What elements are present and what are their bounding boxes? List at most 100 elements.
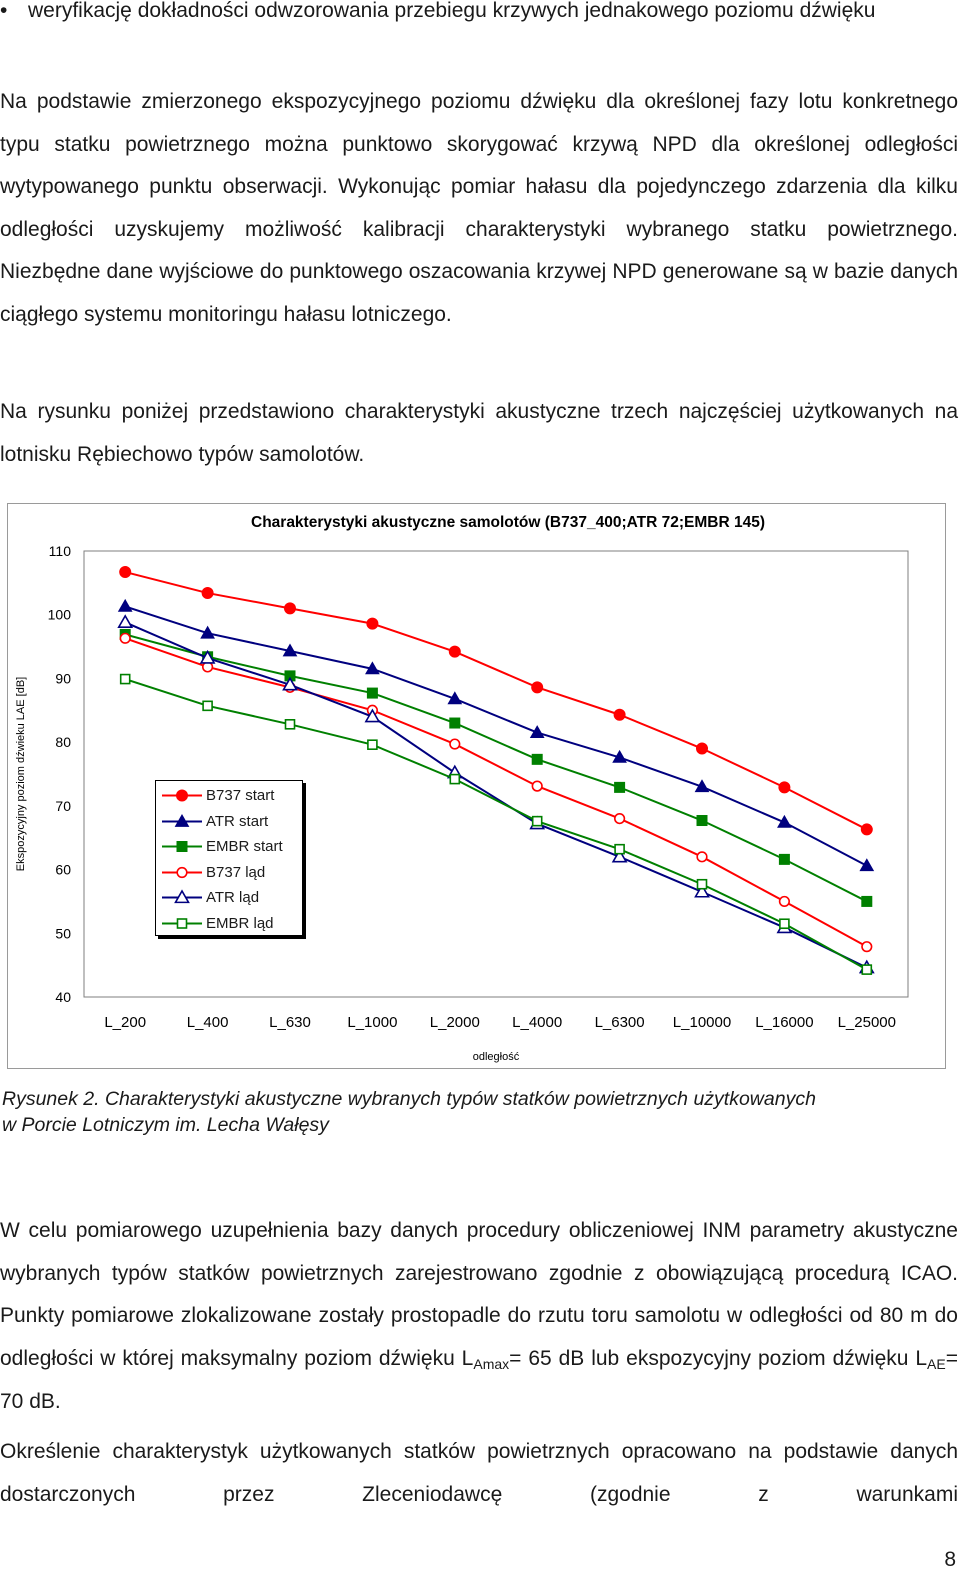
data-point-b737-ląd: [449, 738, 461, 750]
figure-caption: Rysunek 2. Charakterystyki akustyczne wy…: [2, 1086, 952, 1138]
data-point-b737-start: [778, 781, 791, 794]
legend-item-atr-start: ATR start: [156, 809, 302, 834]
series-line-b737-ląd: [124, 637, 868, 948]
y-tick-label: 60: [55, 862, 71, 878]
caption-line-1: Rysunek 2. Charakterystyki akustyczne wy…: [2, 1088, 816, 1110]
legend-label: ATR start: [206, 812, 269, 830]
data-point-b737-ląd: [861, 941, 873, 953]
data-point-embr-ląd: [779, 918, 790, 930]
x-axis-label: odległość: [473, 1051, 520, 1063]
paragraph-measurement-method: W celu pomiarowego uzupełnienia bazy dan…: [0, 1210, 958, 1424]
data-point-atr-start: [694, 779, 710, 793]
series-line-atr-start: [124, 605, 868, 867]
series-line-b737-start: [124, 571, 868, 831]
data-point-atr-start: [200, 625, 215, 639]
data-point-embr-ląd: [614, 843, 625, 855]
legend-label: EMBR start: [206, 838, 283, 855]
data-point-atr-start: [282, 643, 298, 657]
data-point-b737-ląd: [778, 895, 791, 908]
legend-swatch: [162, 889, 202, 904]
x-tick-label: L_630: [269, 1014, 311, 1031]
bullet-text: weryfikację dokładności odwzorowania prz…: [28, 0, 876, 22]
x-tick-label: L_6300: [595, 1014, 645, 1031]
data-point-embr-ląd: [531, 815, 543, 827]
legend-swatch: [162, 813, 202, 827]
data-point-b737-start: [201, 587, 214, 600]
legend-swatch: [162, 841, 202, 852]
x-tick-label: L_2000: [430, 1014, 480, 1031]
legend-item-b737-ląd: B737 ląd: [156, 860, 302, 885]
x-tick-label: L_25000: [838, 1014, 896, 1031]
chart-title: Charakterystyki akustyczne samolotów (B7…: [251, 514, 765, 531]
paragraph-npd-correction: Na podstawie zmierzonego ekspozycyjnego …: [0, 90, 958, 326]
data-point-embr-ląd: [449, 773, 461, 785]
page-number: 8: [944, 1548, 956, 1571]
legend-item-embr-start: EMBR start: [156, 834, 302, 859]
legend-marker: [174, 889, 190, 904]
legend-label: B737 ląd: [206, 863, 266, 881]
data-point-atr-start: [612, 749, 627, 763]
data-point-embr-ląd: [367, 739, 378, 750]
paragraph-figure-intro: Na rysunku poniżej przedstawiono charakt…: [0, 400, 958, 466]
data-point-embr-start: [778, 853, 790, 865]
data-point-embr-ląd: [202, 700, 213, 712]
data-point-embr-start: [531, 753, 543, 765]
data-point-b737-start: [448, 645, 461, 658]
y-tick-label: 50: [55, 925, 71, 941]
data-point-embr-ląd: [861, 964, 873, 975]
legend-swatch: [162, 866, 202, 878]
x-tick-label: L_400: [187, 1014, 229, 1031]
data-point-b737-start: [119, 566, 132, 579]
paragraph-characteristics-source: Określenie charakterystyk użytkowanych s…: [0, 1440, 958, 1506]
data-point-atr-start: [859, 858, 875, 872]
series-line-atr-ląd: [124, 621, 868, 969]
x-tick-label: L_1000: [347, 1014, 397, 1031]
legend-item-embr-ląd: EMBR ląd: [156, 911, 302, 936]
y-tick-label: 90: [55, 670, 71, 686]
data-point-embr-ląd: [696, 878, 708, 890]
data-point-b737-start: [613, 708, 626, 721]
legend-label: ATR ląd: [206, 889, 260, 906]
data-point-b737-start: [860, 823, 873, 836]
data-point-embr-start: [696, 815, 708, 827]
legend-swatch: [162, 789, 202, 802]
bullet-symbol: •: [0, 0, 8, 22]
y-tick-label: 110: [49, 543, 72, 559]
legend-item-b737-start: B737 start: [156, 783, 302, 808]
acoustic-characteristics-chart: Charakterystyki akustyczne samolotów (B7…: [15, 514, 909, 1063]
data-point-embr-ląd: [284, 719, 296, 730]
chart-legend: B737 start ATR start EMBR start B737 ląd ATR…: [155, 780, 303, 936]
data-point-b737-ląd: [696, 851, 708, 863]
legend-swatch: [162, 917, 202, 929]
data-point-atr-start: [365, 661, 380, 675]
y-tick-label: 70: [55, 798, 71, 814]
data-point-b737-ląd: [119, 632, 131, 644]
data-point-atr-start: [447, 691, 463, 705]
data-point-atr-start: [117, 598, 133, 612]
data-point-atr-ląd: [117, 614, 134, 629]
data-point-atr-ląd: [199, 649, 216, 664]
x-tick-label: L_4000: [512, 1014, 562, 1031]
series-line-embr-start: [124, 633, 868, 903]
legend-item-atr-ląd: ATR ląd: [156, 885, 302, 910]
legend-marker: [176, 917, 188, 929]
data-point-b737-ląd: [613, 812, 626, 825]
data-point-atr-ląd: [364, 708, 381, 723]
legend-marker: [176, 789, 188, 802]
data-point-atr-ląd: [611, 848, 628, 863]
legend-marker: [176, 841, 188, 852]
legend-label: B737 start: [206, 787, 275, 804]
y-axis-label: Ekspozycyjny poziom dźwieku LAE [dB]: [15, 677, 27, 871]
data-point-b737-start: [696, 742, 708, 755]
data-point-atr-ląd: [282, 676, 298, 691]
x-tick-label: L_10000: [673, 1014, 731, 1031]
data-point-b737-start: [366, 617, 379, 630]
data-point-embr-start: [366, 687, 378, 699]
data-point-embr-start: [861, 895, 873, 907]
data-point-embr-start: [614, 781, 626, 793]
data-point-b737-start: [284, 602, 296, 615]
p3-text-3: = 70 dB.: [0, 1346, 958, 1414]
data-point-atr-start: [529, 725, 545, 738]
data-point-embr-ląd: [119, 673, 131, 685]
x-tick-label: L_200: [104, 1014, 146, 1031]
